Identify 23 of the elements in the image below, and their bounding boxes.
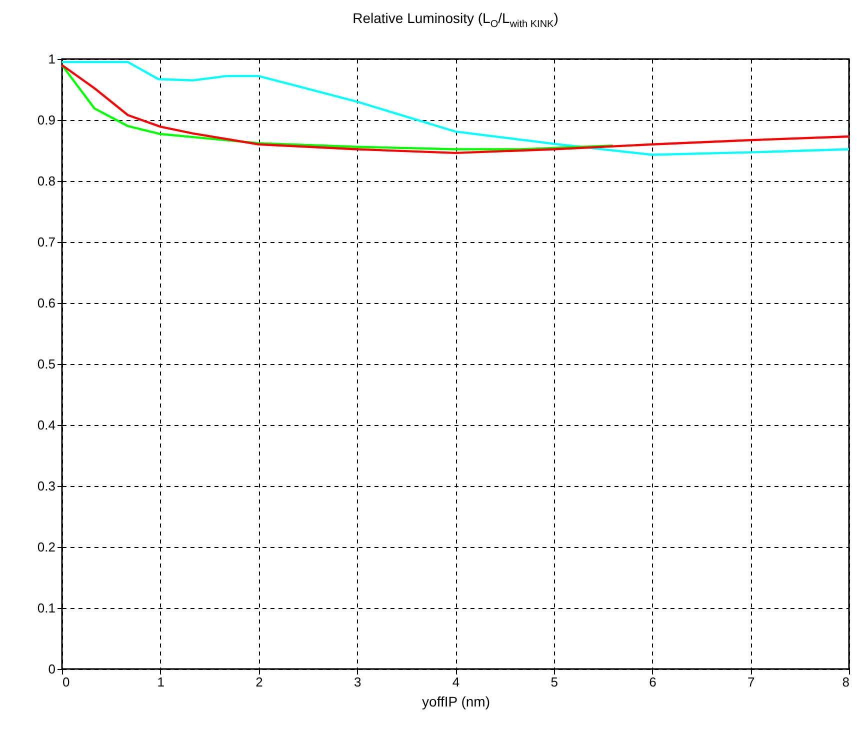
y-tick-label: 0.6	[37, 296, 56, 310]
y-tick-label: 0.8	[37, 174, 56, 188]
y-tick-label: 0.5	[37, 356, 56, 372]
y-tick-label: 0.2	[37, 540, 56, 554]
x-tick-label: 8	[842, 674, 850, 690]
y-tick-label: 0.1	[37, 600, 56, 616]
x-tick-label: 6	[649, 674, 656, 690]
line-series	[60, 64, 614, 150]
x-tick-label: 4	[452, 674, 460, 690]
x-tick-label: 0	[62, 674, 70, 690]
y-tick-label: 0.9	[37, 112, 56, 128]
y-tick-label: 0.3	[37, 478, 56, 494]
x-tick-label: 1	[157, 674, 164, 690]
y-tick-label: 0.7	[37, 234, 56, 250]
y-tick-label: 0.4	[37, 418, 56, 432]
x-tick-label: 7	[748, 674, 755, 690]
y-tick-label: 0	[48, 662, 56, 676]
x-tick-label: 2	[256, 674, 263, 690]
x-axis-title: yoffIP (nm)	[422, 694, 490, 710]
y-tick-label: 1	[48, 52, 56, 66]
x-tick-label: 3	[354, 674, 362, 690]
x-tick-label: 5	[550, 674, 558, 690]
chart-title: Relative Luminosity (L$_{O}$/L$_{with KINK}$)	[352, 10, 560, 30]
